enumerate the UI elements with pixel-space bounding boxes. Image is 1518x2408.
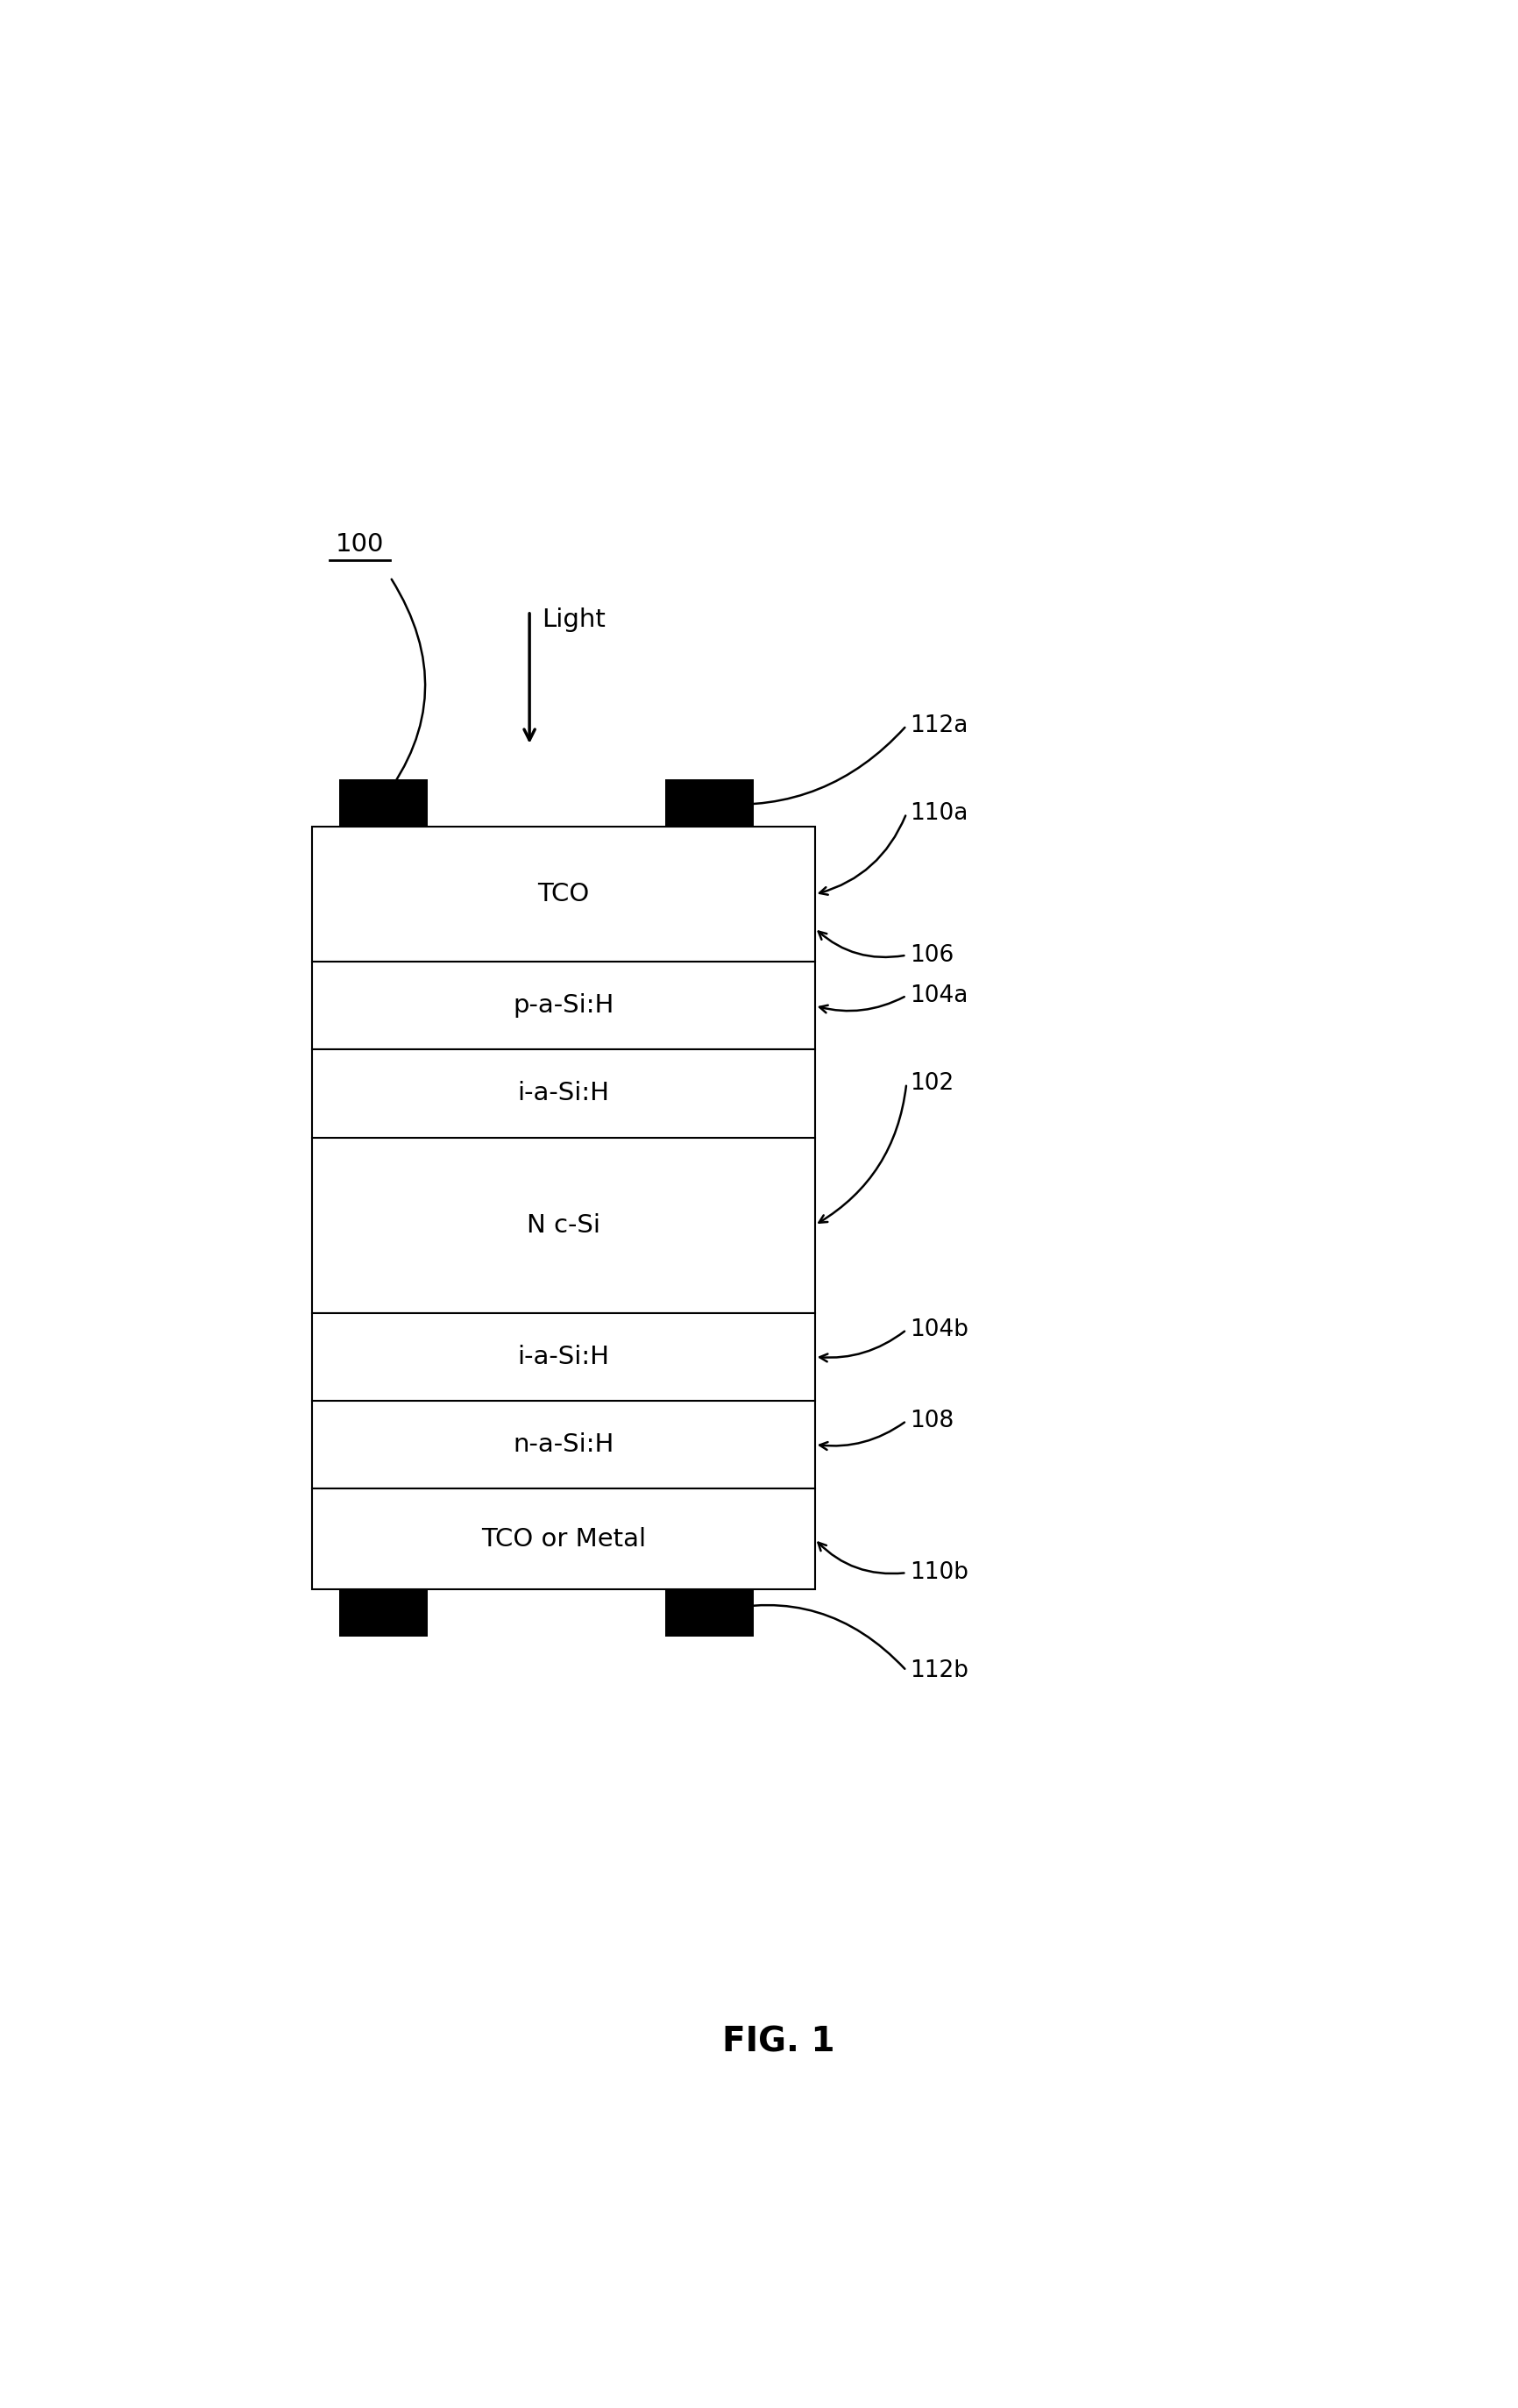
Text: 102: 102 bbox=[909, 1072, 953, 1096]
Bar bbox=[311, 1137, 814, 1312]
Bar bbox=[311, 1401, 814, 1488]
Text: 110b: 110b bbox=[909, 1560, 968, 1584]
Text: 106: 106 bbox=[909, 944, 953, 966]
Text: FIG. 1: FIG. 1 bbox=[721, 2025, 835, 2059]
Text: p-a-Si:H: p-a-Si:H bbox=[513, 995, 613, 1019]
Text: Light: Light bbox=[542, 607, 606, 631]
Bar bbox=[665, 780, 753, 826]
Text: 108: 108 bbox=[909, 1409, 953, 1433]
Text: 100: 100 bbox=[335, 532, 384, 556]
Bar bbox=[339, 780, 428, 826]
Text: N c-Si: N c-Si bbox=[527, 1214, 600, 1238]
Text: 104a: 104a bbox=[909, 985, 967, 1007]
Bar bbox=[311, 1050, 814, 1137]
Bar bbox=[311, 961, 814, 1050]
Bar bbox=[339, 1589, 428, 1637]
Text: n-a-Si:H: n-a-Si:H bbox=[513, 1433, 613, 1457]
Bar bbox=[311, 1488, 814, 1589]
Text: 112a: 112a bbox=[909, 715, 967, 737]
Text: 110a: 110a bbox=[909, 802, 967, 826]
Text: 104b: 104b bbox=[909, 1317, 968, 1341]
Bar bbox=[665, 1589, 753, 1637]
Bar bbox=[311, 826, 814, 961]
Text: i-a-Si:H: i-a-Si:H bbox=[518, 1081, 609, 1105]
Text: TCO or Metal: TCO or Metal bbox=[481, 1527, 645, 1551]
Text: i-a-Si:H: i-a-Si:H bbox=[518, 1344, 609, 1370]
Text: 112b: 112b bbox=[909, 1659, 968, 1683]
Text: TCO: TCO bbox=[537, 881, 589, 908]
Bar bbox=[311, 1312, 814, 1401]
